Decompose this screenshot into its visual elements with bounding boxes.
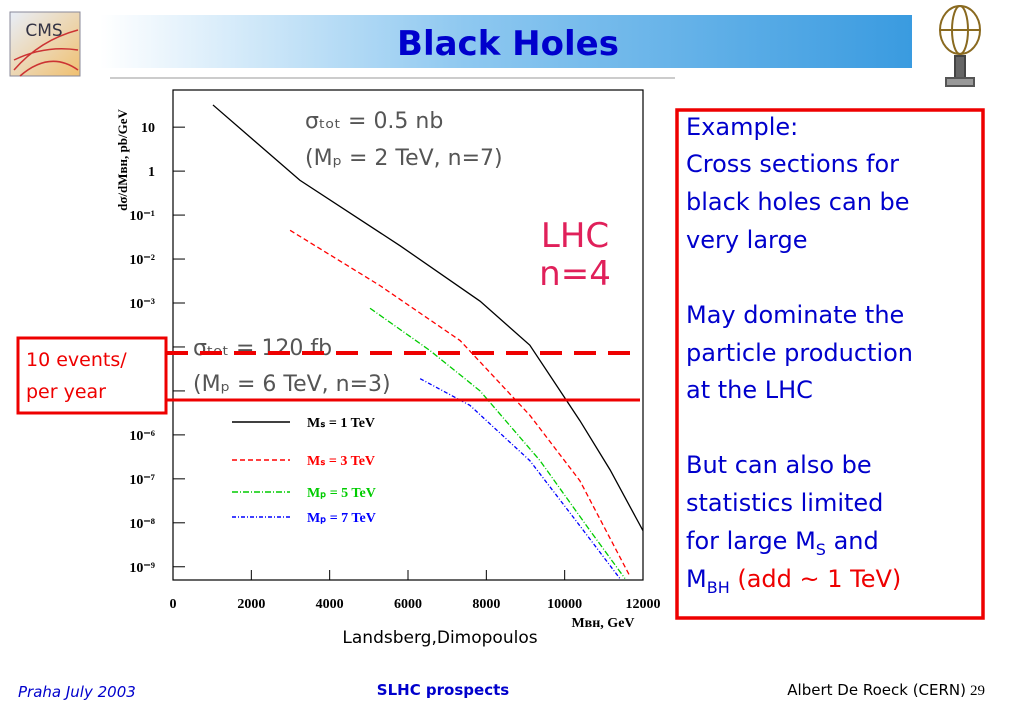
data-line bbox=[369, 307, 626, 579]
y-tick-label: 10⁻³ bbox=[129, 297, 155, 312]
y-tick-label: 10⁻¹ bbox=[129, 209, 155, 224]
data-line bbox=[212, 104, 644, 532]
panel-line: Example: bbox=[686, 113, 798, 141]
annotation: n=4 bbox=[539, 254, 611, 294]
footer-center: SLHC prospects bbox=[377, 681, 509, 699]
panel-line: May dominate the bbox=[686, 301, 904, 329]
panel-line: statistics limited bbox=[686, 489, 883, 517]
x-tick-label: 8000 bbox=[472, 597, 500, 612]
x-tick-label: 2000 bbox=[237, 597, 265, 612]
legend-label: Mₛ = 1 TeV bbox=[307, 416, 375, 431]
footer-right: Albert De Roeck (CERN) bbox=[787, 681, 966, 699]
panel-text: MBH (add ~ 1 TeV) for large MS and Examp… bbox=[686, 113, 913, 597]
x-tick-label: 10000 bbox=[547, 597, 582, 612]
y-tick-label: 10⁻⁹ bbox=[129, 561, 155, 576]
subscript: BH bbox=[707, 578, 730, 597]
legend-label: Mₚ = 7 TeV bbox=[307, 511, 376, 526]
atlas-figure bbox=[939, 5, 981, 87]
y-tick-label: 10⁻⁶ bbox=[129, 429, 155, 444]
annotation: σₜₒₜ = 120 fb bbox=[193, 336, 332, 361]
text: M bbox=[686, 565, 707, 593]
footer-left: Praha July 2003 bbox=[18, 683, 136, 701]
y-tick-label: 1 bbox=[148, 165, 155, 180]
panel-line: particle production bbox=[686, 339, 913, 367]
title: Black Holes bbox=[397, 24, 619, 64]
annotation: σₜₒₜ = 0.5 nb bbox=[305, 109, 443, 134]
y-tick-label: 10⁻² bbox=[129, 253, 155, 268]
y-axis-label: dσ/dMʙʜ, pb/GeV bbox=[115, 109, 130, 211]
panel-line: at the LHC bbox=[686, 376, 813, 404]
callout-text: 10 events/ bbox=[26, 349, 127, 371]
panel-line: Cross sections for bbox=[686, 150, 899, 178]
panel-line: very large bbox=[686, 226, 808, 254]
annotation: (Mₚ = 2 TeV, n=7) bbox=[305, 146, 503, 171]
x-tick-label: 6000 bbox=[394, 597, 422, 612]
text: (add ~ 1 TeV) bbox=[730, 565, 902, 593]
legend-label: Mₛ = 3 TeV bbox=[307, 454, 375, 469]
callout-text: per year bbox=[26, 381, 106, 403]
annotation: LHC bbox=[541, 216, 609, 256]
logo-text: CMS bbox=[25, 21, 62, 41]
title-bar bbox=[100, 15, 912, 68]
chart: dσ/dMʙʜ, pb/GeV Mʙʜ, GeV Landsberg,Dimop… bbox=[115, 89, 661, 648]
text: and bbox=[826, 527, 879, 555]
x-axis-label: Mʙʜ, GeV bbox=[571, 616, 634, 631]
x-tick-label: 0 bbox=[170, 597, 177, 612]
callout-box bbox=[16, 336, 168, 415]
x-tick-label: 4000 bbox=[316, 597, 344, 612]
text-panel bbox=[675, 108, 985, 620]
source: Landsberg,Dimopoulos bbox=[342, 628, 537, 648]
legend-label: Mₚ = 5 TeV bbox=[307, 486, 376, 501]
panel-line: MBH (add ~ 1 TeV) bbox=[686, 565, 901, 597]
y-tick-label: 10 bbox=[141, 121, 155, 136]
text: for large M bbox=[686, 527, 816, 555]
y-tick-label: 10⁻⁷ bbox=[129, 473, 155, 488]
x-tick-label: 12000 bbox=[626, 597, 661, 612]
panel-line: for large MS and bbox=[686, 527, 879, 559]
annotation: (Mₚ = 6 TeV, n=3) bbox=[193, 372, 391, 397]
subscript: S bbox=[816, 540, 826, 559]
y-tick-label: 10⁻⁸ bbox=[129, 517, 155, 532]
panel-line: black holes can be bbox=[686, 188, 910, 216]
data-line bbox=[419, 378, 621, 579]
panel-line: But can also be bbox=[686, 451, 872, 479]
page-number: 29 bbox=[970, 683, 985, 699]
cms-logo: CMS bbox=[9, 11, 81, 77]
